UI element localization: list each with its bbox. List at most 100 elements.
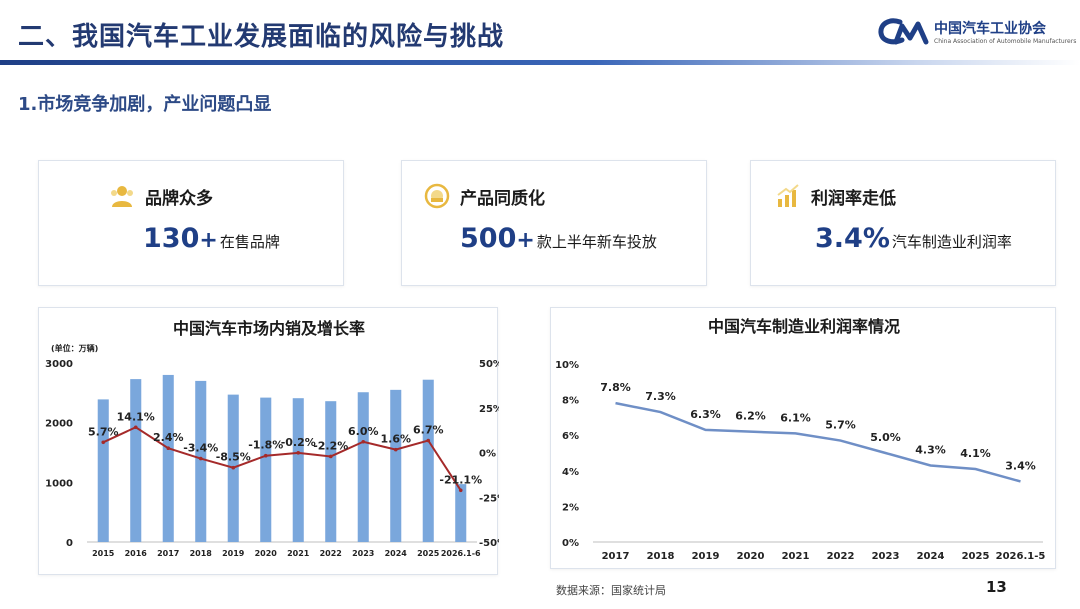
- growth-rate-label: -0.2%: [281, 436, 316, 449]
- sales-bar: [390, 389, 402, 542]
- growth-rate-label: 14.1%: [117, 410, 155, 423]
- growth-rate-point: [231, 465, 236, 470]
- y-left-tick-label: 1000: [45, 478, 73, 489]
- growth-rate-label: 5.7%: [88, 425, 119, 438]
- growth-rate-label: 2.4%: [153, 431, 184, 444]
- y-tick-label: 4%: [562, 467, 579, 478]
- profit-rate-label: 5.7%: [825, 419, 856, 432]
- kpi-card-profit: 利润率走低 3.4% 汽车制造业利润率: [750, 160, 1056, 286]
- profit-rate-line: [615, 401, 1021, 483]
- x-tick-label: 2019: [692, 551, 720, 562]
- kpi-value: 3.4%: [815, 223, 890, 254]
- sales-growth-chart: 中国汽车市场内销及增长率 (单位：万辆) 0 1000 2000 3000 -50% -25%…: [45, 319, 499, 558]
- growth-rate-point: [198, 456, 203, 461]
- kpi-label: 品牌众多: [145, 188, 213, 209]
- growth-rate-point: [263, 453, 268, 458]
- profit-rate-label: 3.4%: [1005, 459, 1036, 472]
- x-tick-label: 2017: [602, 551, 630, 562]
- x-tick-label: 2026.1-5: [996, 551, 1046, 562]
- kpi-description: 在售品牌: [219, 233, 280, 251]
- y-right-tick-label: -25%: [479, 493, 499, 504]
- growth-rate-point: [166, 446, 171, 451]
- x-tick-label: 2022: [320, 549, 342, 558]
- kpi-description: 汽车制造业利润率: [891, 233, 1012, 251]
- y-left-tick-label: 0: [66, 538, 73, 549]
- profit-rate-label: 7.8%: [600, 381, 631, 394]
- x-tick-label: 2019: [222, 549, 245, 558]
- kpi-value: 130: [143, 223, 200, 254]
- x-tick-label: 2021: [287, 549, 310, 558]
- growth-rate-point: [393, 447, 398, 452]
- x-tick-label: 2020: [737, 551, 765, 562]
- profit-rate-label: 7.3%: [645, 390, 676, 403]
- x-tick-label: 2021: [782, 551, 810, 562]
- sales-bar: [195, 380, 207, 542]
- unit-label: (单位：万辆): [51, 343, 98, 353]
- logo-chinese-name: 中国汽车工业协会: [934, 21, 1046, 37]
- sales-bar: [325, 401, 337, 542]
- growth-rate-point: [101, 440, 106, 445]
- y-tick-label: 6%: [562, 431, 579, 442]
- x-tick-label: 2025: [417, 549, 440, 558]
- caam-logo-icon: [878, 18, 929, 45]
- profit-rate-chart: 中国汽车制造业利润率情况 0% 2% 4% 6% 8% 10% 2017 2018 2019 202…: [555, 317, 1046, 562]
- growth-rate-point: [361, 439, 366, 444]
- profit-rate-label: 6.3%: [690, 408, 721, 421]
- x-tick-label: 2023: [872, 551, 900, 562]
- profit-rate-label: 6.1%: [780, 411, 811, 424]
- x-tick-label: 2018: [190, 549, 213, 558]
- x-tick-label: 2023: [352, 549, 374, 558]
- y-right-tick-label: -50%: [479, 538, 499, 549]
- kpi-card-brands: 品牌众多 130 + 在售品牌: [38, 160, 344, 286]
- page-title: 二、我国汽车工业发展面临的风险与挑战: [18, 22, 505, 52]
- chart-title: 中国汽车制造业利润率情况: [708, 317, 900, 336]
- growth-rate-label: -1.8%: [248, 439, 283, 452]
- profit-rate-label: 4.3%: [915, 443, 946, 456]
- y-tick-label: 8%: [562, 396, 579, 407]
- x-tick-label: 2025: [962, 551, 990, 562]
- profit-rate-label: 4.1%: [960, 447, 991, 460]
- kpi-label: 利润率走低: [811, 188, 896, 209]
- x-tick-label: 2015: [92, 549, 115, 558]
- kpi-plus: +: [199, 228, 218, 253]
- growth-rate-point: [296, 451, 301, 455]
- sales-bar: [292, 398, 304, 542]
- sales-bar: [162, 374, 174, 542]
- growth-rate-label: 1.6%: [380, 433, 411, 446]
- growth-rate-label: -8.5%: [216, 451, 251, 464]
- x-tick-label: 2016: [125, 549, 148, 558]
- circle-target-icon: [424, 183, 450, 209]
- x-tick-label: 2022: [827, 551, 855, 562]
- profit-rate-label: 6.2%: [735, 410, 766, 423]
- growth-rate-point: [458, 488, 463, 493]
- y-right-tick-label: 50%: [479, 359, 499, 370]
- growth-rate-label: -3.4%: [183, 442, 218, 455]
- y-tick-label: 2%: [562, 502, 579, 513]
- sales-growth-chart-panel: 中国汽车市场内销及增长率 (单位：万辆) 0 1000 2000 3000 -50% -25%…: [38, 307, 499, 575]
- section-subtitle: 1.市场竞争加剧，产业问题凸显: [18, 94, 272, 115]
- logo-english-name: China Association of Automobile Manufact…: [934, 38, 1077, 45]
- growth-rate-label: -21.1%: [439, 473, 482, 486]
- growth-rate-point: [133, 425, 138, 430]
- growth-rate-label: 6.7%: [413, 424, 444, 437]
- growth-rate-label: -2.2%: [313, 439, 348, 452]
- page-number: 13: [986, 578, 1007, 596]
- x-tick-label: 2026.1-6: [441, 549, 481, 558]
- chart-title: 中国汽车市场内销及增长率: [173, 319, 365, 338]
- profit-rate-label: 5.0%: [870, 431, 901, 444]
- y-tick-label: 10%: [555, 360, 579, 371]
- sales-bar: [455, 484, 467, 542]
- x-tick-label: 2018: [647, 551, 675, 562]
- growth-rate-label: 6.0%: [348, 425, 379, 438]
- kpi-plus: +: [516, 228, 535, 253]
- sales-bar: [97, 399, 109, 542]
- y-right-tick-label: 25%: [479, 404, 499, 415]
- people-icon: [111, 186, 133, 207]
- kpi-value: 500: [460, 223, 517, 254]
- y-tick-label: 0%: [562, 538, 579, 549]
- x-tick-label: 2020: [255, 549, 278, 558]
- title-divider: [0, 60, 1080, 65]
- x-tick-label: 2024: [385, 549, 408, 558]
- data-source-note: 数据来源：国家统计局: [556, 584, 666, 597]
- bar-growth-icon: [777, 184, 799, 207]
